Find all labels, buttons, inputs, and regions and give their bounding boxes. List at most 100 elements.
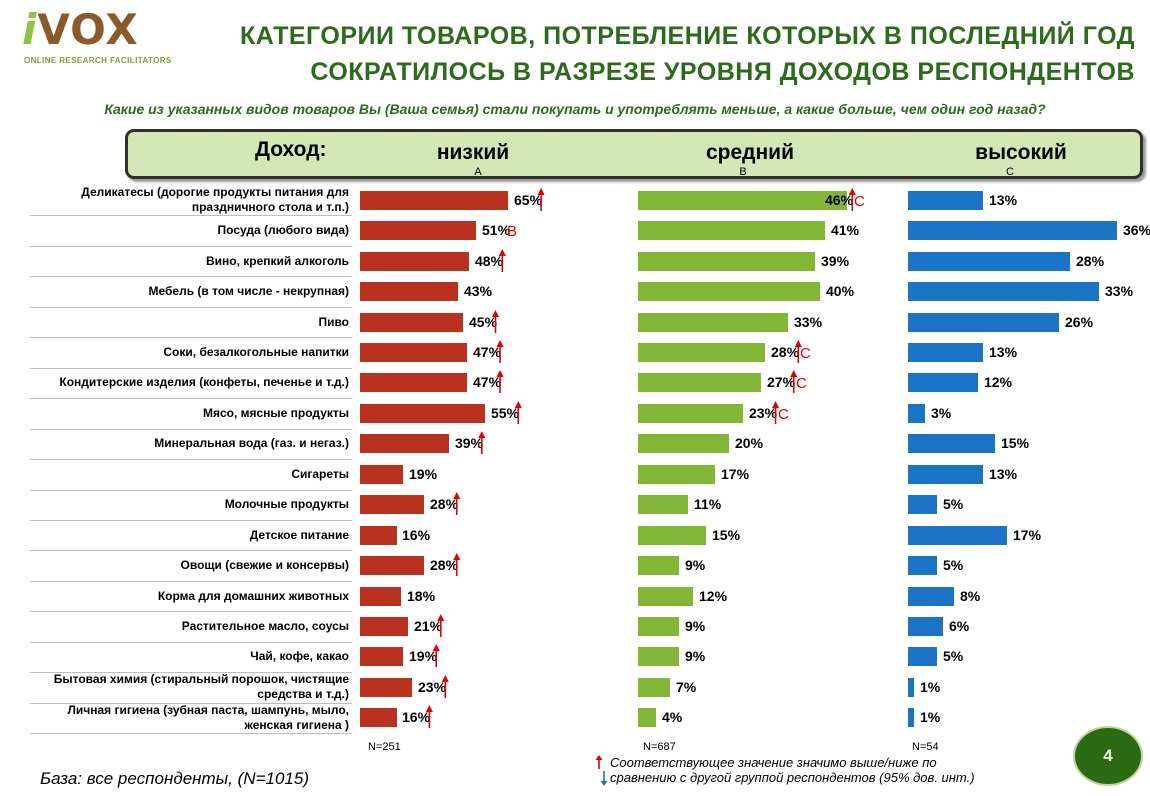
bar-mid	[638, 282, 820, 301]
category-label: Детское питание	[249, 528, 349, 542]
data-label-high: 28%	[1076, 253, 1105, 269]
bar-high	[908, 434, 995, 453]
bar-high	[908, 191, 984, 210]
group-name-low: низкий	[436, 141, 510, 164]
data-label-high: 1%	[920, 679, 941, 695]
logo-tagline: ONLINE RESEARCH FACILITATORS	[24, 56, 172, 65]
data-label-low: 28%	[430, 557, 459, 573]
bar-mid	[638, 465, 716, 484]
bar-mid	[638, 495, 688, 514]
bar-low	[360, 617, 408, 636]
bar-high	[908, 343, 984, 362]
data-label-mid: 20%	[735, 435, 764, 451]
row-separator	[30, 337, 352, 338]
data-label-low: 21%	[414, 618, 443, 634]
significance-letter: B	[507, 223, 518, 240]
bar-mid	[638, 526, 707, 545]
bar-mid	[638, 191, 848, 210]
category-label: Сигареты	[291, 467, 349, 481]
data-label-mid: 33%	[794, 314, 823, 330]
row-separator	[30, 215, 352, 216]
data-label-high: 17%	[1013, 527, 1042, 543]
data-label-high: 13%	[989, 466, 1018, 482]
bar-mid	[638, 678, 670, 697]
legend-arrows-icon	[595, 755, 608, 786]
data-label-high: 13%	[989, 192, 1018, 208]
category-label: Чай, кофе, какао	[250, 649, 349, 663]
bar-low	[360, 495, 424, 514]
legend-line-1: Соответствующее значение значимо выше/ни…	[610, 755, 937, 770]
row-separator	[30, 276, 352, 277]
logo-vox: VOX	[37, 5, 139, 54]
legend-line-2: сравнению с другой группой респондентов …	[610, 770, 975, 785]
data-label-mid: 11%	[694, 496, 722, 512]
bar-low	[360, 343, 468, 362]
row-separator	[30, 733, 352, 734]
significance-letter: C	[800, 345, 811, 362]
data-label-low: 51%	[482, 222, 511, 238]
data-label-mid: 46%	[825, 192, 854, 208]
data-label-low: 47%	[473, 344, 502, 360]
row-separator	[30, 581, 352, 582]
group-name-mid: средний	[705, 141, 795, 164]
row-separator	[30, 368, 352, 369]
slide-title: Категории товаров, потребление которых в…	[195, 18, 1135, 90]
bar-mid	[638, 647, 679, 666]
page-number-badge: 4	[1073, 726, 1143, 786]
data-label-low: 65%	[514, 192, 543, 208]
data-label-high: 15%	[1001, 435, 1030, 451]
data-label-high: 1%	[920, 709, 941, 725]
data-label-mid: 7%	[676, 679, 697, 695]
group-name-high: высокий	[975, 141, 1067, 164]
data-label-high: 5%	[943, 648, 964, 664]
bar-low	[360, 647, 404, 666]
row-separator	[30, 246, 352, 247]
bar-low	[360, 373, 468, 392]
data-label-high: 8%	[960, 588, 981, 604]
data-label-low: 19%	[409, 648, 438, 664]
bar-mid	[638, 252, 816, 271]
row-separator	[30, 398, 352, 399]
row-separator	[30, 490, 352, 491]
category-label: Минеральная вода (газ. и негаз.)	[154, 436, 349, 450]
bar-high	[908, 708, 914, 727]
category-label: Соки, безалкогольные напитки	[163, 345, 349, 359]
category-label: Молочные продукты	[224, 497, 349, 511]
row-separator	[30, 429, 352, 430]
data-label-mid: 40%	[826, 283, 855, 299]
category-label: Мясо, мясные продукты	[202, 406, 349, 420]
data-label-high: 5%	[943, 557, 964, 573]
data-label-low: 16%	[402, 527, 431, 543]
category-label: Вино, крепкий алкоголь	[206, 254, 349, 268]
bar-low	[360, 465, 404, 484]
base-note: База: все респонденты, (N=1015)	[40, 769, 309, 788]
category-label: Мебель (в том числе - некрупная)	[148, 284, 349, 298]
significance-letter: C	[796, 375, 807, 392]
title-line-1: Категории товаров, потребление которых в…	[240, 22, 1135, 50]
category-label: Личная гигиена (зубная паста, шампунь, м…	[67, 703, 349, 732]
bar-low	[360, 556, 424, 575]
data-label-mid: 9%	[685, 557, 706, 573]
logo-wordmark: iVOX	[22, 6, 139, 54]
row-separator	[30, 520, 352, 521]
data-label-mid: 28%	[771, 344, 800, 360]
data-label-mid: 9%	[685, 648, 706, 664]
data-label-low: 28%	[430, 496, 459, 512]
data-label-mid: 9%	[685, 618, 706, 634]
bar-high	[908, 495, 937, 514]
bar-low	[360, 587, 401, 606]
data-label-low: 55%	[491, 405, 520, 421]
data-label-mid: 41%	[831, 222, 860, 238]
data-label-low: 45%	[469, 314, 498, 330]
data-label-mid: 39%	[821, 253, 850, 269]
data-label-low: 48%	[475, 253, 504, 269]
bar-high	[908, 313, 1059, 332]
data-label-low: 39%	[455, 435, 484, 451]
data-label-high: 12%	[984, 374, 1013, 390]
category-label: Корма для домашних животных	[157, 589, 349, 603]
data-label-mid: 15%	[712, 527, 741, 543]
category-label: Посуда (любого вида)	[217, 223, 349, 237]
group-letter-mid: B	[739, 166, 747, 178]
bar-low	[360, 708, 397, 727]
